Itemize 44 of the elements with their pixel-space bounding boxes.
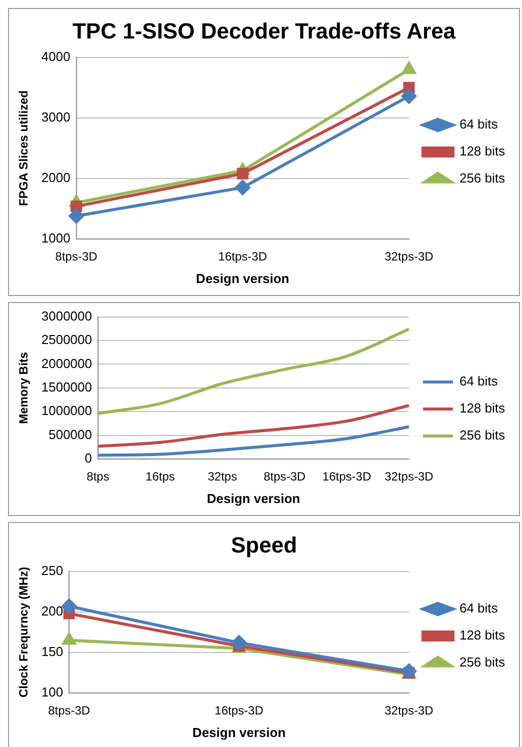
legend-label: 256 bits	[459, 170, 506, 186]
y-tick-label: 200	[41, 604, 64, 619]
x-axis-title: Design version	[192, 724, 286, 740]
legend-label: 256 bits	[459, 654, 506, 670]
y-axis-title: Clock Frequrncy (MHz)	[16, 566, 31, 698]
y-tick-label: 1500000	[41, 379, 92, 394]
y-axis-title: FPGA Slices utilized	[16, 90, 31, 206]
legend-label: 128 bits	[459, 144, 506, 159]
x-tick-label: 32tps-3D	[384, 470, 434, 484]
x-tick-label: 32tps	[208, 470, 238, 484]
x-tick-label: 8tps	[86, 470, 110, 484]
x-tick-label: 8tps-3D	[48, 704, 90, 718]
legend-label: 128 bits	[459, 400, 506, 416]
y-tick-label: 150	[41, 644, 64, 660]
x-tick-label: 16tps-3D	[322, 470, 372, 484]
y-tick-label: 1000000	[41, 403, 92, 418]
y-tick-label: 100	[41, 684, 64, 700]
y-tick-label: 4000	[41, 48, 70, 64]
y-tick-label: 1000	[41, 230, 70, 246]
legend-label: 64 bits	[459, 600, 498, 616]
y-tick-label: 3000	[41, 110, 70, 125]
x-tick-label: 16tps	[146, 470, 175, 484]
x-tick-label: 32tps-3D	[384, 704, 434, 718]
x-axis-title: Design version	[206, 490, 300, 506]
y-tick-label: 500000	[48, 426, 92, 442]
x-tick-label: 16tps-3D	[218, 250, 268, 264]
x-tick-label: 16tps-3D	[214, 704, 264, 718]
x-tick-label: 32tps-3D	[384, 250, 434, 264]
x-axis-title: Design version	[196, 270, 290, 286]
x-tick-label: 8tps-3D	[55, 250, 98, 264]
chart-title: TPC 1-SISO Decoder Trade-offs Area	[72, 18, 456, 44]
y-tick-label: 2000	[41, 170, 70, 186]
x-tick-label: 8tps-3D	[264, 470, 306, 484]
y-tick-label: 0	[84, 450, 92, 466]
legend-label: 256 bits	[459, 428, 506, 443]
y-axis-title: Memory Bits	[16, 352, 31, 424]
y-tick-label: 2000000	[41, 356, 92, 371]
y-tick-label: 3000000	[41, 308, 92, 324]
legend-label: 128 bits	[459, 628, 506, 643]
legend-label: 64 bits	[459, 374, 498, 389]
legend-label: 64 bits	[459, 116, 498, 132]
chart-title: Speed	[230, 532, 298, 558]
y-tick-label: 250	[41, 562, 64, 578]
y-tick-label: 2500000	[41, 332, 92, 348]
